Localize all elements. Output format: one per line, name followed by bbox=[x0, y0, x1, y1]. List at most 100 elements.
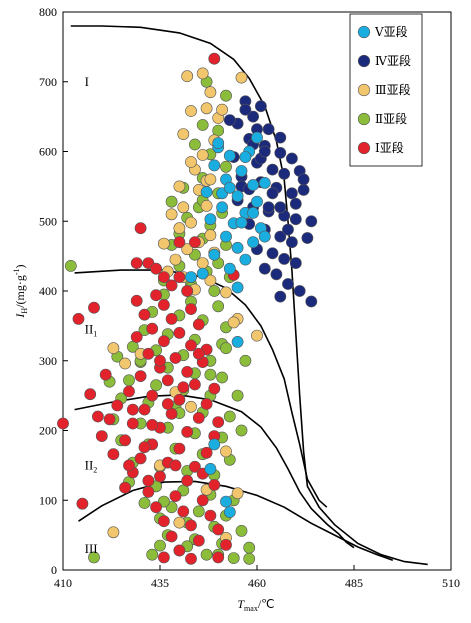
data-point-s0-2 bbox=[208, 159, 221, 172]
data-point-s3-91 bbox=[243, 552, 256, 565]
data-point-s0-25 bbox=[235, 216, 248, 229]
data-point-s0-15 bbox=[247, 236, 259, 249]
data-point-s2-47 bbox=[216, 103, 228, 116]
y-tick-label-1: 100 bbox=[39, 493, 57, 507]
data-point-s0-31 bbox=[258, 230, 271, 243]
data-point-s0-29 bbox=[247, 206, 259, 219]
data-point-s1-36 bbox=[282, 278, 294, 290]
data-point-s3-56 bbox=[223, 410, 236, 423]
x-tick-label-0: 410 bbox=[54, 576, 72, 590]
data-point-s4-14 bbox=[185, 303, 197, 315]
data-point-s4-36 bbox=[200, 398, 213, 410]
y-tick-label-5: 500 bbox=[39, 214, 57, 228]
data-point-s4-57 bbox=[154, 470, 166, 483]
data-point-s2-36 bbox=[251, 329, 263, 342]
data-point-s1-41 bbox=[223, 114, 236, 126]
data-point-s4-87 bbox=[138, 441, 151, 454]
data-point-s0-33 bbox=[231, 335, 244, 348]
data-point-s1-48 bbox=[282, 223, 294, 236]
data-point-s2-48 bbox=[204, 173, 217, 186]
data-point-s0-11 bbox=[204, 213, 217, 226]
data-point-s2-43 bbox=[231, 487, 244, 500]
zone-label-main-3: III bbox=[85, 541, 98, 556]
data-point-s4-24 bbox=[142, 347, 155, 360]
y-axis-title-sub: H bbox=[20, 308, 29, 314]
zone-label-main-0: I bbox=[85, 74, 89, 89]
data-point-s2-20 bbox=[181, 243, 194, 256]
legend-items: Ⅴ亚段 Ⅳ亚段 Ⅲ亚段 Ⅱ亚段 Ⅰ亚段 bbox=[357, 24, 411, 155]
data-point-s1-37 bbox=[293, 285, 306, 297]
data-point-s1-39 bbox=[274, 290, 287, 303]
legend-marker-4 bbox=[357, 141, 371, 155]
data-point-s2-24 bbox=[196, 257, 209, 269]
data-point-s4-35 bbox=[173, 393, 186, 406]
data-point-s2-5 bbox=[177, 128, 190, 140]
data-point-s1-44 bbox=[297, 173, 310, 186]
y-tick-label-4: 400 bbox=[39, 284, 57, 298]
data-point-s3-89 bbox=[200, 548, 213, 561]
data-point-s1-2 bbox=[247, 110, 259, 123]
data-point-s0-34 bbox=[208, 438, 221, 451]
data-point-s4-47 bbox=[95, 430, 108, 442]
data-point-s4-65 bbox=[177, 505, 190, 518]
data-point-s4-19 bbox=[173, 326, 186, 339]
data-point-s3-7 bbox=[220, 160, 232, 173]
data-point-s4-7 bbox=[88, 301, 100, 314]
data-point-s2-34 bbox=[119, 357, 131, 370]
data-point-s3-0 bbox=[64, 259, 77, 272]
data-point-s0-3 bbox=[235, 165, 248, 177]
data-point-s0-17 bbox=[208, 248, 221, 261]
data-point-s0-36 bbox=[220, 495, 232, 508]
data-point-s1-42 bbox=[289, 197, 302, 210]
data-point-s2-1 bbox=[196, 67, 209, 80]
data-point-s3-93 bbox=[88, 551, 100, 564]
data-point-s4-41 bbox=[212, 416, 225, 428]
y-axis-title: IH/(mg·g-1) bbox=[12, 264, 29, 318]
data-point-s0-28 bbox=[212, 137, 225, 149]
data-point-s4-75 bbox=[185, 552, 197, 565]
data-point-s4-28 bbox=[181, 365, 194, 378]
data-point-s3-76 bbox=[138, 497, 151, 509]
data-point-s4-53 bbox=[134, 452, 147, 465]
data-point-s4-37 bbox=[111, 399, 124, 412]
data-point-s0-26 bbox=[185, 271, 197, 283]
data-point-s4-5 bbox=[150, 262, 162, 275]
data-point-s3-106 bbox=[204, 368, 217, 381]
data-point-s2-23 bbox=[169, 253, 182, 266]
data-point-s4-60 bbox=[119, 481, 131, 494]
data-point-s4-50 bbox=[173, 442, 186, 455]
data-point-s4-48 bbox=[119, 434, 131, 447]
zone-label-main-1: II bbox=[85, 321, 94, 336]
data-point-s3-27 bbox=[208, 285, 221, 297]
data-point-s4-74 bbox=[157, 551, 170, 564]
data-point-s3-97 bbox=[239, 354, 252, 367]
data-point-s1-24 bbox=[305, 215, 318, 228]
data-point-s3-87 bbox=[243, 541, 256, 554]
y-axis-title-close: ) bbox=[13, 264, 27, 268]
y-tick-label-2: 200 bbox=[39, 424, 57, 438]
legend-label-3: Ⅱ亚段 bbox=[375, 111, 407, 126]
data-point-s3-11 bbox=[165, 195, 178, 208]
y-tick-label-3: 300 bbox=[39, 354, 57, 368]
data-point-s1-11 bbox=[266, 163, 279, 176]
y-tick-label-6: 600 bbox=[39, 145, 57, 159]
data-point-s4-16 bbox=[165, 312, 178, 325]
data-point-s1-47 bbox=[262, 201, 275, 214]
data-point-s0-24 bbox=[258, 176, 271, 189]
data-point-s4-40 bbox=[192, 411, 205, 424]
data-point-s1-12 bbox=[278, 167, 291, 180]
data-point-s1-29 bbox=[301, 232, 314, 244]
data-point-s0-8 bbox=[251, 195, 263, 208]
data-point-s4-85 bbox=[154, 354, 166, 367]
data-point-s3-5 bbox=[188, 138, 201, 151]
data-point-s4-17 bbox=[192, 318, 205, 331]
legend-marker-2 bbox=[357, 83, 371, 97]
boundary-line-2 bbox=[74, 394, 355, 549]
legend: Ⅴ亚段 Ⅳ亚段 Ⅲ亚段 Ⅱ亚段 Ⅰ亚段 bbox=[349, 13, 423, 167]
data-point-s1-31 bbox=[266, 247, 279, 260]
data-point-s4-43 bbox=[126, 417, 139, 430]
data-point-s4-18 bbox=[146, 322, 159, 335]
data-point-s2-16 bbox=[185, 216, 197, 229]
data-point-s4-1 bbox=[134, 222, 147, 235]
